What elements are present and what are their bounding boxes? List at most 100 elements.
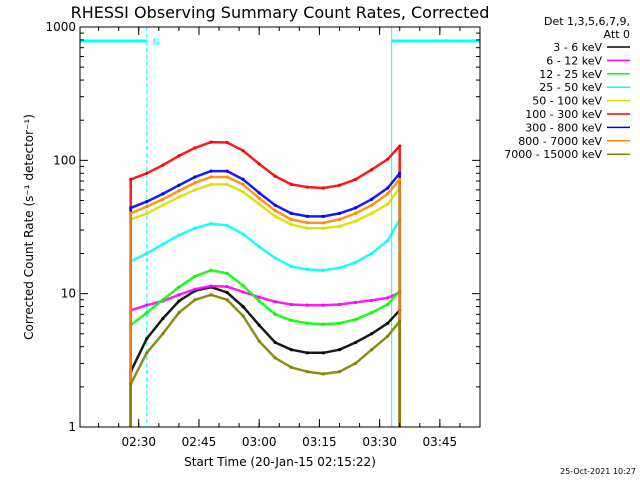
series-line (129, 218, 401, 427)
y-tick-label: 1000 (45, 20, 76, 34)
data-point (241, 232, 245, 236)
data-point (193, 188, 197, 192)
data-point (145, 171, 149, 175)
data-point (177, 285, 181, 289)
data-point (241, 149, 245, 153)
data-point (370, 332, 374, 336)
data-point (289, 318, 293, 323)
series-layer (129, 140, 402, 427)
data-point (321, 221, 326, 225)
data-point (209, 140, 213, 144)
legend-entry-label: 3 - 6 keV (553, 41, 602, 54)
data-point (337, 224, 342, 228)
data-point (305, 226, 309, 230)
data-point (225, 169, 229, 173)
x-tick-label: 03:15 (302, 435, 337, 449)
data-point (177, 293, 181, 297)
data-point (177, 233, 181, 237)
data-point (177, 195, 181, 199)
series-line (129, 268, 401, 427)
data-point (209, 222, 213, 226)
data-point (386, 334, 390, 338)
data-point (241, 290, 245, 294)
data-point (386, 302, 390, 307)
data-point (353, 361, 358, 365)
x-tick-label: 03:00 (242, 435, 277, 449)
x-tick-label: 03:30 (362, 435, 397, 449)
data-point (145, 200, 149, 204)
data-point (241, 190, 245, 194)
data-point (193, 226, 197, 230)
data-point (353, 219, 358, 223)
data-point (241, 314, 245, 318)
data-point (273, 208, 277, 213)
data-point (257, 196, 261, 200)
legend-header-line: Det 1,3,5,6,7,9, (544, 15, 630, 28)
data-point (161, 242, 165, 246)
data-point (257, 299, 261, 303)
data-point (193, 287, 197, 291)
data-point (145, 337, 149, 341)
series-line (129, 293, 401, 427)
data-point (145, 211, 149, 215)
data-point (337, 321, 342, 325)
data-point (353, 211, 358, 215)
data-point (273, 300, 277, 304)
data-point (225, 284, 229, 289)
data-point (289, 217, 293, 222)
data-point (193, 274, 197, 278)
data-point (353, 260, 358, 264)
data-point (321, 186, 326, 190)
data-point (241, 304, 245, 309)
data-point (386, 239, 390, 243)
data-point (129, 177, 133, 181)
data-point (305, 321, 309, 325)
data-point (161, 203, 165, 207)
data-point (241, 177, 245, 181)
data-point (193, 181, 197, 185)
data-point (321, 226, 326, 230)
data-point (370, 348, 374, 352)
series-line (129, 175, 401, 427)
data-point (257, 323, 261, 327)
data-point (337, 211, 342, 215)
legend-entry-label: 300 - 800 keV (525, 121, 602, 134)
data-point (398, 319, 402, 323)
data-point (225, 290, 229, 295)
data-point (370, 197, 374, 201)
y-tick-label: 100 (53, 153, 76, 167)
data-point (305, 185, 309, 189)
data-point (353, 206, 358, 210)
y-tick-label: 1 (68, 420, 76, 434)
data-point (225, 182, 229, 186)
data-point (161, 317, 165, 321)
data-point (177, 183, 181, 187)
data-point (305, 303, 309, 307)
data-point (161, 192, 165, 196)
data-point (273, 203, 277, 207)
data-point (337, 217, 342, 222)
data-point (386, 186, 390, 190)
data-point (193, 175, 197, 179)
legend-entry-label: 6 - 12 keV (546, 54, 602, 67)
data-point (305, 351, 309, 355)
series-line (129, 140, 401, 427)
data-point (289, 211, 293, 215)
data-point (305, 214, 309, 218)
data-point (337, 183, 342, 187)
data-point (161, 298, 165, 302)
data-point (289, 365, 293, 369)
data-point (225, 298, 229, 302)
series-line (129, 284, 401, 427)
data-point (386, 157, 390, 161)
legend-entry-label: 100 - 300 keV (525, 108, 602, 121)
data-point (386, 202, 390, 206)
data-point (289, 222, 293, 227)
data-point (193, 298, 197, 302)
legend-header-line: Att 0 (604, 28, 630, 41)
data-point (398, 171, 402, 175)
data-point (386, 192, 390, 196)
data-point (386, 321, 390, 325)
data-point (273, 256, 277, 260)
